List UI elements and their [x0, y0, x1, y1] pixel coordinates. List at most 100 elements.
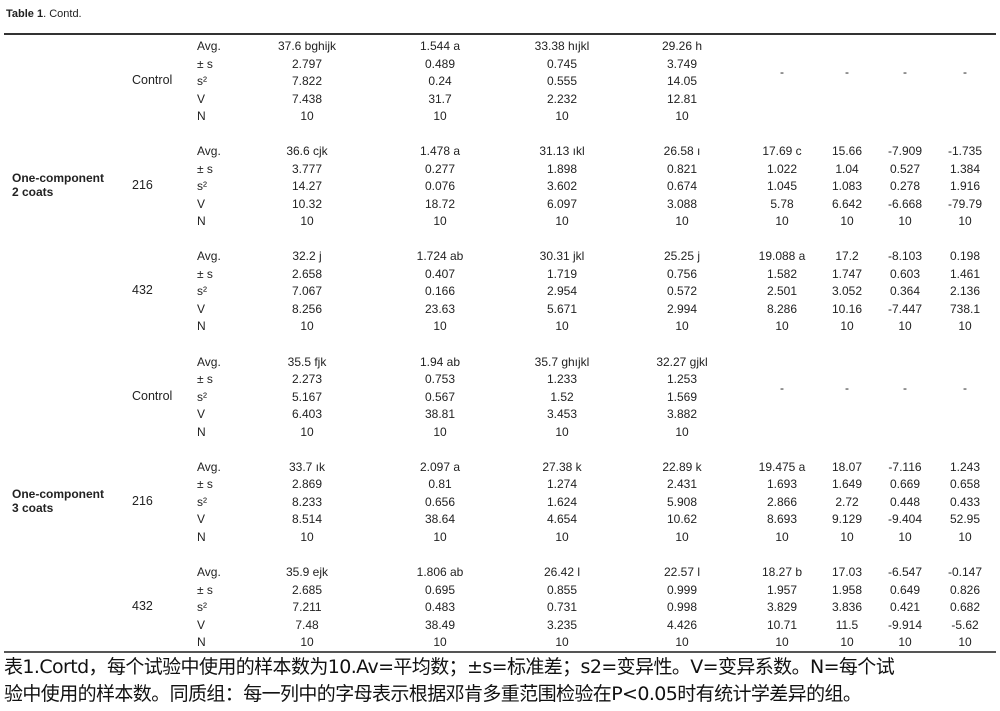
caption-line-1: 表1.Cortd，每个试验中使用的样本数为10.Av=平均数；±s=标准差；s2… — [4, 656, 895, 678]
table-cell: 3.453 — [546, 407, 578, 422]
table-cell: 10 — [675, 529, 689, 544]
table-cell: 10 — [433, 214, 447, 229]
table-cell: 6.097 — [546, 196, 578, 211]
table-cell: 8.514 — [291, 512, 323, 527]
subgroup-label: 432 — [132, 599, 153, 613]
table-cell: 6.403 — [291, 407, 323, 422]
table-cell: 10 — [675, 635, 689, 649]
table-cell: 10 — [775, 529, 789, 544]
table-cell: -6.547 — [887, 565, 923, 579]
table-cell: 0.656 — [424, 494, 456, 509]
table-cell: 5.78 — [770, 196, 794, 211]
table-cell: 0.855 — [546, 582, 578, 597]
table-cell: 5.671 — [546, 301, 578, 316]
caption: 表1.Cortd，每个试验中使用的样本数为10.Av=平均数；±s=标准差；s2… — [4, 654, 1000, 708]
table-cell: 10 — [300, 424, 314, 439]
table-cell: 10 — [555, 424, 569, 439]
table-cell: 0.527 — [889, 161, 921, 176]
table-cell: 33.38 hıjkl — [534, 39, 590, 53]
table-cell: 1.747 — [831, 266, 863, 281]
group-label: One-component — [12, 486, 104, 501]
table-cell: 2.994 — [666, 301, 698, 316]
table-cell: 15.66 — [831, 144, 863, 159]
table-cell: 1.958 — [831, 582, 863, 597]
table-cell: 1.243 — [949, 459, 981, 474]
table-cell: 0.999 — [666, 582, 698, 597]
table-cell: 10 — [433, 319, 447, 334]
table-cell: 36.6 cjk — [286, 144, 328, 159]
table-cell: 0.821 — [666, 161, 698, 176]
table-cell: 0.448 — [889, 494, 921, 509]
table-cell: 2.685 — [291, 582, 323, 597]
table-cell: 18.72 — [424, 196, 456, 211]
table-cell: 0.433 — [949, 494, 981, 509]
table-cell: 3.882 — [666, 407, 698, 422]
table-cell: 0.603 — [889, 266, 921, 281]
table-cell: 10 — [898, 529, 912, 544]
table-cell: 3.777 — [291, 161, 323, 176]
table-cell: 2.954 — [546, 284, 578, 299]
table-cell: 10 — [958, 319, 972, 334]
table-cell: 0.364 — [889, 284, 921, 299]
table-cell: -5.62 — [951, 617, 979, 632]
table-cell: 32.27 gjkl — [656, 354, 708, 369]
table-cell: 0.669 — [889, 477, 921, 492]
table-cell: 10 — [958, 214, 972, 229]
top-rule — [4, 33, 996, 35]
empty-cell-dash: - — [845, 380, 849, 395]
stat-label: V — [197, 91, 206, 106]
table-cell: 10 — [433, 109, 447, 123]
empty-cell-dash: - — [780, 65, 784, 80]
table-cell: 26.58 ı — [663, 144, 701, 159]
table-cell: 7.822 — [291, 74, 323, 88]
table-cell: 8.256 — [291, 301, 323, 316]
stat-label: N — [197, 635, 206, 649]
table-cell: -7.116 — [888, 459, 922, 474]
table-cell: 2.136 — [949, 284, 981, 299]
table-cell: 0.24 — [428, 74, 452, 88]
table-cell: 0.745 — [546, 56, 578, 71]
table-cell: 22.57 l — [663, 565, 701, 579]
stat-label: N — [197, 424, 206, 439]
table-cell: 10 — [675, 424, 689, 439]
table-cell: 10 — [958, 529, 972, 544]
table-cell: 7.438 — [291, 91, 323, 106]
table-cell: 1.022 — [766, 161, 798, 176]
empty-cell-dash: - — [903, 380, 907, 395]
table-cell: 1.52 — [550, 389, 574, 404]
table-cell: 18.27 b — [761, 565, 803, 579]
table-cell: 10 — [555, 319, 569, 334]
table-cell: 10 — [775, 635, 789, 649]
stat-label: ± s — [197, 582, 213, 597]
table-cell: 2.869 — [291, 477, 323, 492]
table-cell: 10.71 — [766, 617, 798, 632]
table-cell: 1.916 — [949, 179, 981, 194]
table-cell: 14.05 — [666, 74, 698, 88]
stat-label: Avg. — [197, 565, 221, 579]
table-cell: 14.27 — [291, 179, 323, 194]
table-cell: 12.81 — [666, 91, 698, 106]
table-cell: 2.232 — [546, 91, 578, 106]
table-cell: 10 — [675, 319, 689, 334]
table-cell: 17.03 — [831, 565, 863, 579]
table-cell: 1.806 ab — [416, 565, 464, 579]
table-cell: -7.909 — [887, 144, 923, 159]
subgroup-label: 432 — [132, 283, 153, 298]
table-cell: 27.38 k — [542, 459, 582, 474]
table-cell: 35.7 ghıjkl — [534, 354, 590, 369]
table-cell: 10 — [898, 319, 912, 334]
table-cell: 2.72 — [835, 494, 859, 509]
table-cell: 10.16 — [831, 301, 863, 316]
table-cell: 1.569 — [666, 389, 698, 404]
empty-cell-dash: - — [963, 65, 967, 80]
table-cell: 22.89 k — [662, 459, 702, 474]
table-cell: 1.719 — [546, 266, 578, 281]
table-cell: 2.658 — [291, 266, 323, 281]
stat-label: s² — [197, 600, 207, 614]
table-cell: 0.695 — [424, 582, 456, 597]
table-cell: 31.13 ıkl — [539, 144, 585, 159]
table-cell: 2.273 — [291, 372, 323, 387]
table-cell: 6.642 — [831, 196, 863, 211]
table-cell: 3.749 — [666, 56, 698, 71]
table-cell: 0.567 — [424, 389, 456, 404]
